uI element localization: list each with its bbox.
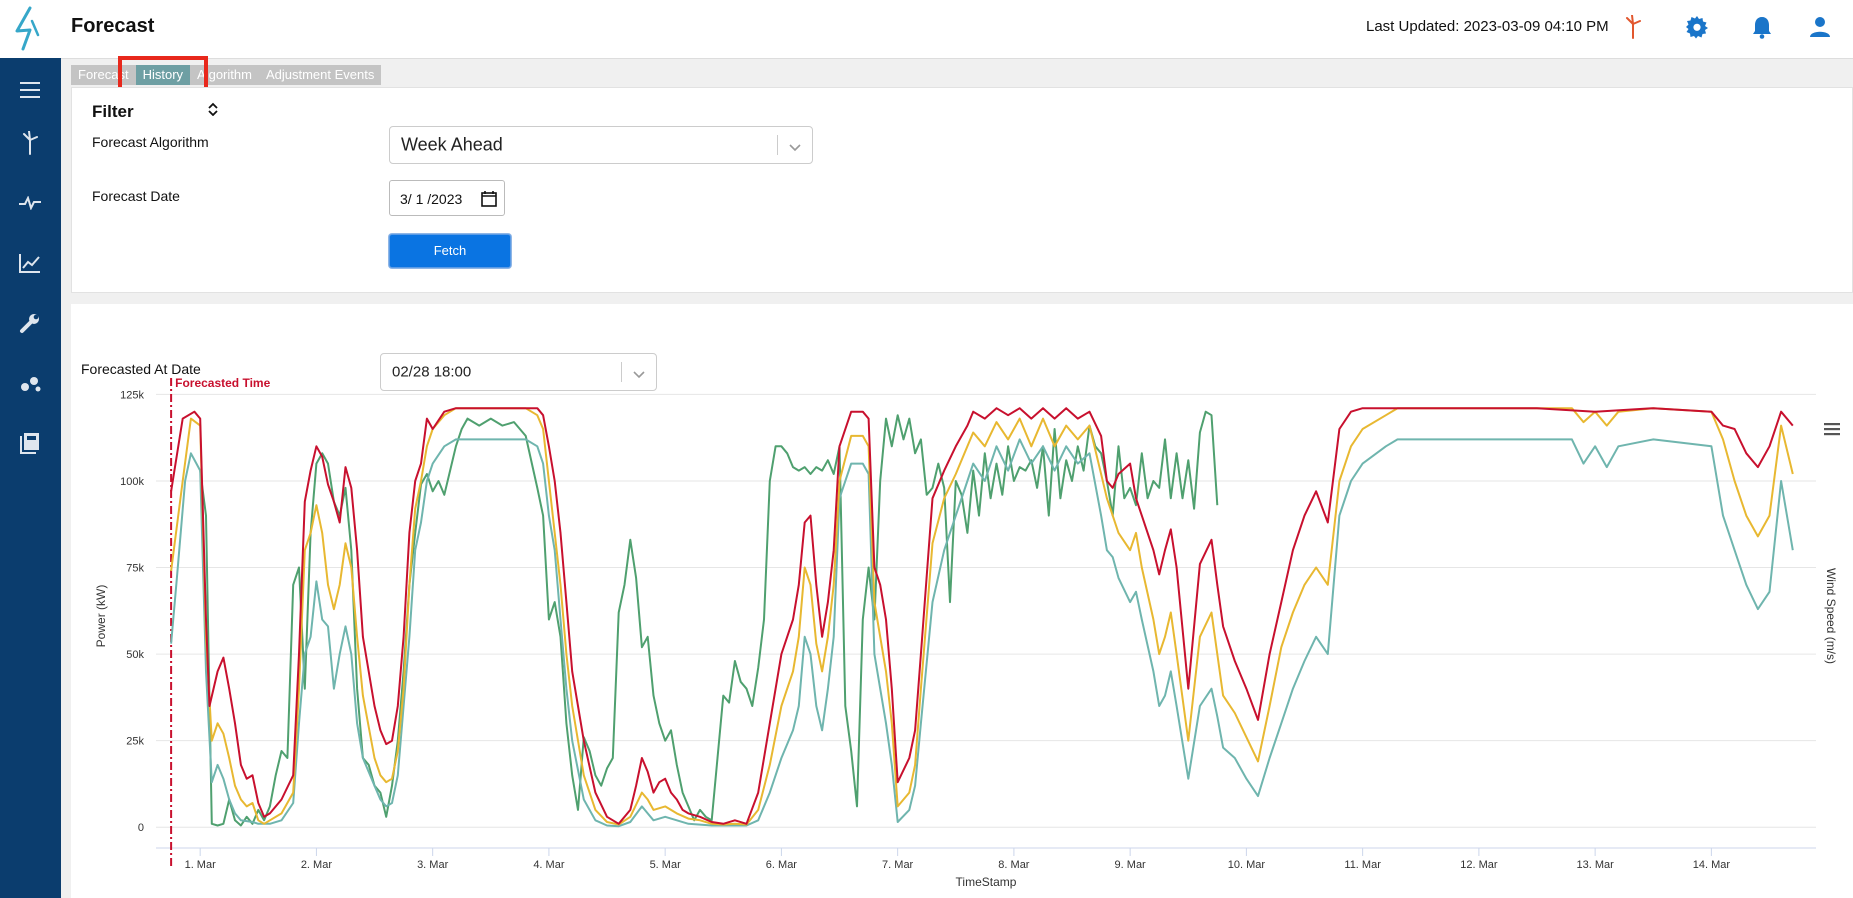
calendar-icon[interactable]: [481, 190, 497, 207]
x-tick-label: 4. Mar: [533, 859, 565, 871]
y-axis-title: Power (kW): [94, 585, 108, 648]
page-title: Forecast: [71, 15, 155, 37]
top-header: Forecast Last Updated: 2023-03-09 04:10 …: [0, 0, 1853, 59]
x-tick-label: 8. Mar: [998, 859, 1030, 871]
forecast-algorithm-value: Week Ahead: [401, 134, 503, 155]
x-tick-label: 2. Mar: [301, 859, 333, 871]
x-tick-label: 10. Mar: [1228, 859, 1266, 871]
filter-panel: Filter Forecast Algorithm Week Ahead For…: [71, 87, 1853, 293]
chart-menu-icon[interactable]: [1824, 423, 1840, 436]
x-tick-label: 6. Mar: [766, 859, 798, 871]
select-separator: [777, 135, 778, 155]
x-tick-label: 14. Mar: [1693, 859, 1731, 871]
chevron-down-icon[interactable]: [788, 140, 802, 152]
forecasted-at-label: Forecasted At Date: [81, 361, 201, 377]
chart-panel: Forecasted At Date 02/28 18:00 0 25k 50k 75…: [71, 304, 1853, 898]
wrench-icon[interactable]: [15, 308, 45, 338]
tab-forecast[interactable]: Forecast: [71, 65, 136, 85]
x-tick-label: 7. Mar: [882, 859, 914, 871]
select-separator: [621, 362, 622, 382]
pulse-icon[interactable]: [15, 188, 45, 218]
scatter-icon[interactable]: [15, 368, 45, 398]
tab-bar: Forecast History Algorithm Adjustment Ev…: [71, 65, 382, 85]
chevron-down-icon[interactable]: [632, 367, 646, 379]
forecasted-at-value: 02/28 18:00: [392, 363, 472, 381]
line-chart-icon[interactable]: [15, 248, 45, 278]
y-tick-label: 75k: [126, 563, 144, 575]
collapse-chevron-icon[interactable]: [208, 102, 218, 119]
x-tick-label: 12. Mar: [1460, 859, 1498, 871]
wind-turbine-icon[interactable]: [1618, 12, 1648, 42]
forecast-date-input[interactable]: 3/ 1 /2023: [389, 180, 505, 216]
forecast-algorithm-select[interactable]: Week Ahead: [389, 126, 813, 164]
power-forecast-chart: 0 25k 50k 75k 100k 125k 1. Mar 2. Mar 3. Mar 4. M…: [94, 376, 1840, 889]
x-tick-label: 1. Mar: [185, 859, 217, 871]
tab-adjustment-events[interactable]: Adjustment Events: [258, 65, 382, 85]
y-tick-label: 25k: [126, 736, 144, 748]
y-tick-label: 0: [138, 822, 144, 834]
y2-axis-title: Wind Speed (m/s): [1824, 568, 1838, 664]
x-tick-label: 9. Mar: [1115, 859, 1147, 871]
x-tick-label: 3. Mar: [417, 859, 449, 871]
y-tick-label: 125k: [120, 389, 144, 401]
y-tick-label: 100k: [120, 476, 144, 488]
filter-title: Filter: [92, 102, 134, 121]
forecasted-time-label: Forecasted Time: [175, 376, 270, 390]
forecast-algorithm-label: Forecast Algorithm: [92, 134, 209, 150]
tab-algorithm[interactable]: Algorithm: [190, 65, 259, 85]
green-series-line: [199, 410, 1219, 827]
x-tick-label: 13. Mar: [1576, 859, 1614, 871]
bell-icon[interactable]: [1747, 12, 1777, 42]
forecasted-at-select[interactable]: 02/28 18:00: [380, 353, 657, 391]
app-logo-icon[interactable]: [10, 5, 46, 51]
teal-series-line: [170, 438, 1794, 828]
gear-icon[interactable]: [1682, 12, 1712, 42]
red-series-line: [170, 407, 1794, 825]
forecast-date-value: 3/ 1 /2023: [400, 191, 463, 207]
yellow-series-line: [170, 407, 1794, 826]
book-icon[interactable]: [15, 428, 45, 458]
fetch-button[interactable]: Fetch: [389, 234, 511, 268]
tab-history[interactable]: History: [135, 65, 191, 85]
x-tick-label: 5. Mar: [650, 859, 682, 871]
x-axis-title: TimeStamp: [956, 875, 1017, 889]
wind-turbine-icon[interactable]: [15, 128, 45, 158]
menu-icon[interactable]: [15, 75, 45, 105]
x-tick-label: 11. Mar: [1344, 859, 1381, 871]
sidebar: [0, 58, 61, 898]
forecast-date-label: Forecast Date: [92, 188, 180, 204]
y-tick-label: 50k: [126, 649, 144, 661]
last-updated-text: Last Updated: 2023-03-09 04:10 PM: [1366, 18, 1609, 35]
user-icon[interactable]: [1805, 12, 1835, 42]
